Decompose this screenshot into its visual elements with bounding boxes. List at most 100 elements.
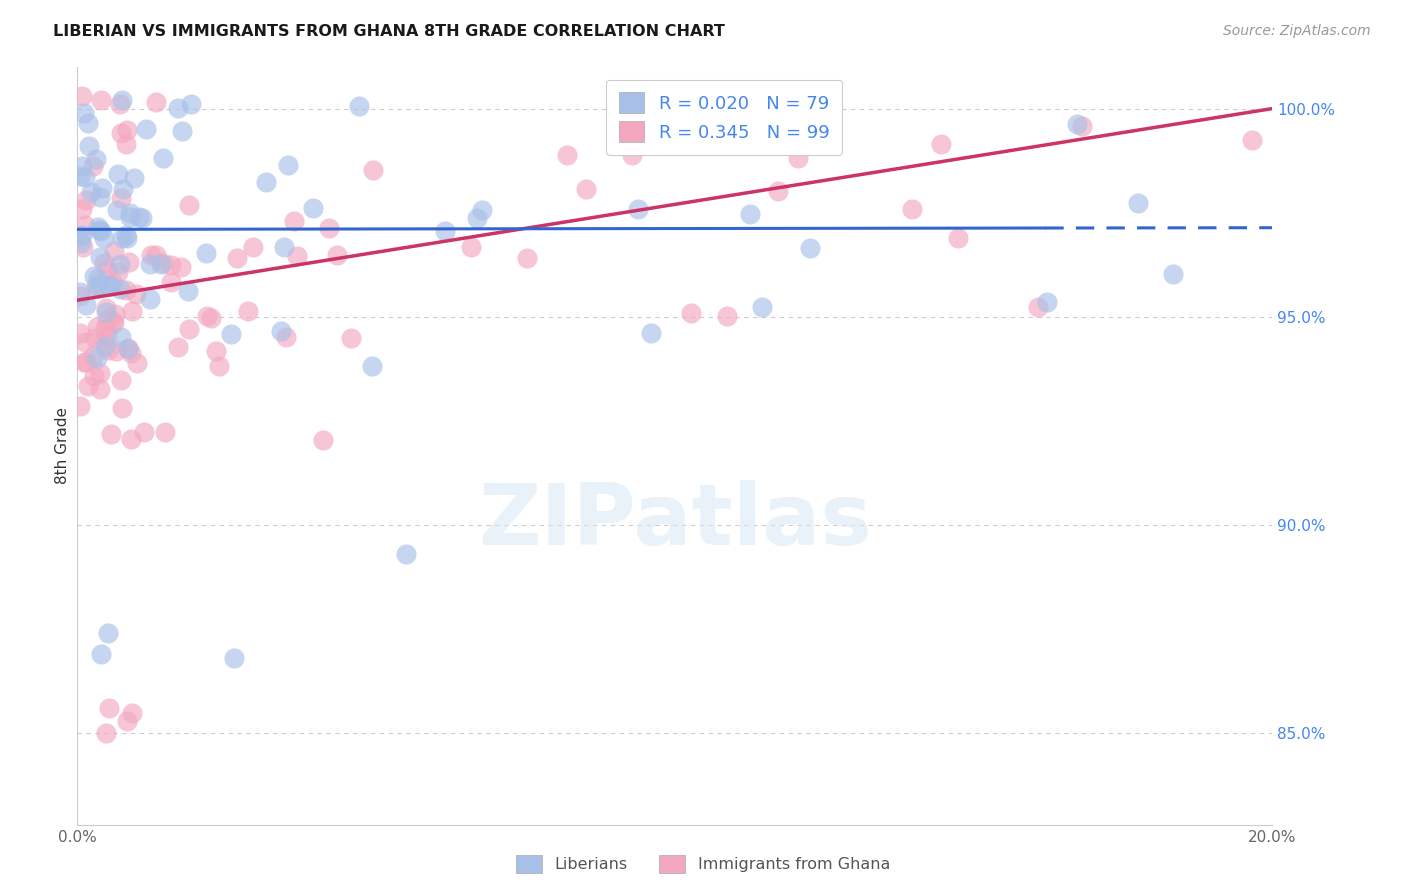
Point (111, 182, 134, 196)
Point (160, 275, 183, 289)
Point (516, 251, 538, 265)
Point (73, 105, 96, 120)
Point (97, 626, 120, 640)
Point (621, 148, 644, 162)
Point (787, 151, 810, 165)
Legend: Liberians, Immigrants from Ghana: Liberians, Immigrants from Ghana (509, 848, 897, 880)
Point (195, 309, 218, 323)
Point (395, 547, 418, 561)
Text: ZIPatlas: ZIPatlas (478, 480, 872, 564)
Point (69, 236, 91, 251)
Point (740, 207, 762, 221)
Point (1036, 294, 1059, 309)
Point (75, 334, 97, 349)
Point (145, 95, 167, 109)
Point (120, 346, 142, 360)
Point (94, 339, 117, 353)
Point (90, 93, 112, 107)
Point (70, 159, 93, 173)
Point (118, 206, 141, 220)
Point (118, 255, 141, 269)
Legend: R = 0.020   N = 79, R = 0.345   N = 99: R = 0.020 N = 79, R = 0.345 N = 99 (606, 79, 842, 155)
Point (70, 89, 93, 103)
Point (91, 181, 114, 195)
Point (219, 327, 242, 342)
Point (177, 284, 200, 298)
Point (681, 306, 703, 320)
Point (312, 433, 335, 447)
Point (152, 256, 174, 270)
Point (96, 327, 118, 342)
Point (89, 382, 111, 396)
Point (75, 218, 97, 232)
Point (83, 369, 105, 384)
Point (70, 228, 93, 243)
Point (69, 169, 91, 184)
Point (1066, 117, 1088, 131)
Point (340, 331, 363, 345)
Point (900, 202, 922, 216)
Point (84, 331, 107, 345)
Point (96, 313, 118, 327)
Point (96, 262, 118, 277)
Point (117, 342, 139, 356)
Point (135, 121, 157, 136)
Point (626, 202, 648, 216)
Point (1026, 301, 1049, 315)
Point (103, 244, 125, 259)
Point (93, 231, 115, 245)
Point (640, 326, 662, 340)
Point (153, 425, 176, 439)
Text: LIBERIAN VS IMMIGRANTS FROM GHANA 8TH GRADE CORRELATION CHART: LIBERIAN VS IMMIGRANTS FROM GHANA 8TH GR… (53, 24, 725, 39)
Point (1070, 120, 1092, 134)
Point (125, 287, 148, 301)
Point (139, 248, 162, 262)
Point (90, 224, 112, 238)
Point (97, 343, 120, 357)
Point (134, 425, 156, 439)
Point (128, 210, 150, 224)
Point (100, 426, 122, 441)
Point (110, 127, 132, 141)
Point (170, 260, 193, 274)
Point (172, 124, 194, 138)
Point (86, 281, 108, 295)
Point (69, 399, 91, 413)
Point (138, 292, 160, 306)
Point (270, 324, 292, 338)
Point (86, 320, 108, 334)
Point (93, 255, 115, 269)
Point (72, 240, 94, 254)
Point (177, 321, 200, 335)
Point (110, 373, 132, 387)
Point (111, 231, 134, 245)
Point (69, 228, 91, 243)
Point (285, 249, 308, 263)
Point (273, 240, 295, 254)
Point (122, 171, 145, 186)
Point (70, 202, 93, 216)
Point (110, 282, 132, 296)
Point (86, 351, 108, 366)
Point (115, 714, 138, 728)
Point (167, 339, 190, 353)
Point (276, 330, 298, 344)
Point (89, 190, 111, 204)
Point (946, 231, 969, 245)
Point (208, 359, 231, 373)
Point (115, 227, 138, 242)
Point (177, 198, 200, 212)
Point (200, 310, 222, 325)
Point (138, 257, 160, 271)
Point (225, 251, 247, 265)
Point (363, 162, 385, 177)
Point (194, 245, 217, 260)
Point (1240, 133, 1263, 147)
Point (681, 123, 703, 137)
Point (302, 202, 325, 216)
Point (89, 223, 111, 237)
Point (361, 359, 384, 373)
Point (75, 298, 97, 312)
Point (460, 240, 482, 254)
Point (110, 257, 132, 271)
